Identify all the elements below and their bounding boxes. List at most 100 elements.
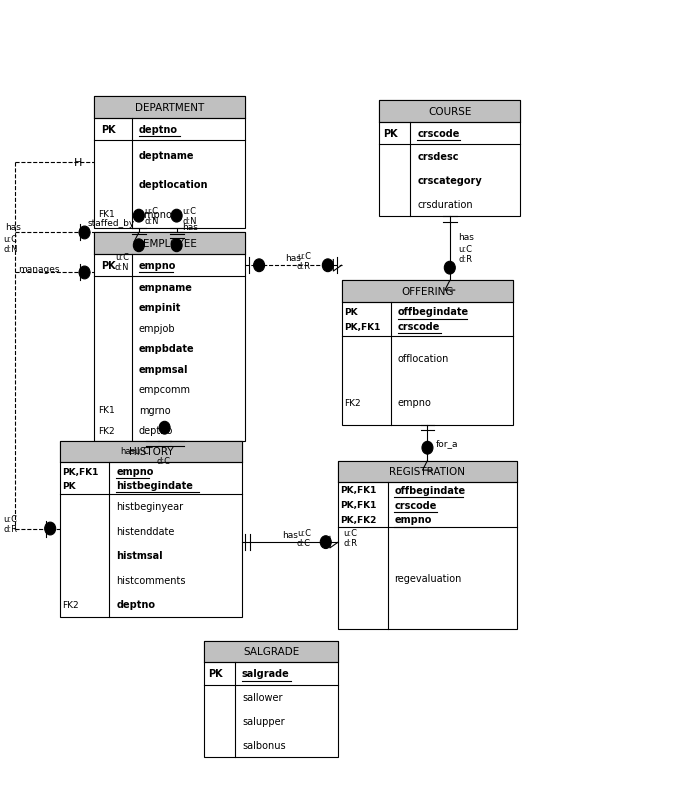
Text: OFFERING: OFFERING bbox=[401, 287, 454, 297]
Text: empno: empno bbox=[139, 209, 172, 220]
Text: histcomments: histcomments bbox=[116, 575, 186, 585]
Text: manages: manages bbox=[19, 265, 60, 273]
Text: histenddate: histenddate bbox=[116, 526, 175, 537]
Text: empno: empno bbox=[116, 467, 154, 476]
Text: crsduration: crsduration bbox=[417, 200, 473, 210]
Text: d:C: d:C bbox=[297, 538, 311, 547]
Text: PK,FK1: PK,FK1 bbox=[340, 486, 377, 495]
Text: PK,FK2: PK,FK2 bbox=[340, 515, 377, 525]
Text: salbonus: salbonus bbox=[242, 739, 286, 750]
Text: has: has bbox=[458, 233, 474, 241]
Text: u:C: u:C bbox=[344, 529, 357, 537]
Text: u:C: u:C bbox=[115, 253, 129, 261]
Text: crscode: crscode bbox=[395, 500, 437, 510]
Circle shape bbox=[159, 422, 170, 435]
Bar bbox=[204, 641, 338, 756]
Text: u:C: u:C bbox=[3, 515, 17, 524]
Text: empmsal: empmsal bbox=[139, 364, 188, 375]
Text: empname: empname bbox=[139, 282, 193, 293]
Text: staffed_by: staffed_by bbox=[88, 219, 135, 228]
Text: histbegindate: histbegindate bbox=[116, 480, 193, 491]
Text: crscode: crscode bbox=[398, 322, 440, 332]
Text: FK1: FK1 bbox=[98, 210, 115, 219]
Text: offbegindate: offbegindate bbox=[398, 307, 469, 317]
Text: salupper: salupper bbox=[242, 715, 284, 726]
Circle shape bbox=[45, 522, 56, 535]
Text: has: has bbox=[182, 223, 198, 232]
Bar bbox=[204, 641, 338, 662]
Text: crsdesc: crsdesc bbox=[417, 152, 459, 162]
Circle shape bbox=[171, 240, 182, 253]
Circle shape bbox=[320, 536, 331, 549]
Circle shape bbox=[254, 260, 264, 273]
Text: deptno: deptno bbox=[139, 426, 173, 435]
Text: deptno: deptno bbox=[116, 600, 155, 610]
Circle shape bbox=[133, 240, 144, 253]
Text: REGISTRATION: REGISTRATION bbox=[389, 467, 466, 476]
Text: deptname: deptname bbox=[139, 151, 195, 161]
Text: PK,FK1: PK,FK1 bbox=[344, 322, 381, 331]
Bar bbox=[380, 101, 520, 217]
Text: PK: PK bbox=[63, 481, 76, 490]
Circle shape bbox=[322, 260, 333, 273]
Text: d:R: d:R bbox=[344, 538, 357, 547]
Text: offlocation: offlocation bbox=[398, 354, 449, 363]
Text: hasu:C: hasu:C bbox=[120, 446, 149, 455]
Text: d:R: d:R bbox=[3, 525, 17, 533]
Text: d:R: d:R bbox=[297, 261, 311, 270]
Text: has: has bbox=[282, 530, 298, 539]
Text: H: H bbox=[73, 158, 82, 168]
Text: u:C: u:C bbox=[182, 207, 196, 216]
Text: PK: PK bbox=[344, 308, 358, 317]
Circle shape bbox=[422, 442, 433, 455]
Text: d:N: d:N bbox=[3, 245, 18, 253]
Text: COURSE: COURSE bbox=[428, 107, 471, 117]
Text: u:C: u:C bbox=[3, 235, 17, 244]
Text: PK: PK bbox=[384, 129, 398, 139]
Text: PK: PK bbox=[101, 261, 116, 271]
Text: d:N: d:N bbox=[182, 217, 197, 225]
Text: d:N: d:N bbox=[115, 262, 129, 271]
Text: FK1: FK1 bbox=[98, 406, 115, 415]
Text: u:C: u:C bbox=[144, 207, 158, 216]
Bar bbox=[338, 461, 517, 483]
Text: empno: empno bbox=[395, 515, 432, 525]
Text: has: has bbox=[286, 253, 302, 262]
Text: sallower: sallower bbox=[242, 691, 282, 702]
Text: SALGRADE: SALGRADE bbox=[243, 646, 299, 657]
Text: salgrade: salgrade bbox=[242, 669, 290, 678]
Bar bbox=[60, 441, 242, 617]
Text: u:C: u:C bbox=[297, 529, 311, 537]
Text: u:C: u:C bbox=[458, 245, 472, 253]
Text: histbeginyear: histbeginyear bbox=[116, 502, 184, 512]
Text: EMPLOYEE: EMPLOYEE bbox=[143, 239, 197, 249]
Text: crscategory: crscategory bbox=[417, 176, 482, 186]
Text: empinit: empinit bbox=[139, 303, 181, 313]
Bar bbox=[380, 101, 520, 123]
Text: PK: PK bbox=[101, 125, 116, 135]
Bar bbox=[342, 282, 513, 302]
Text: empjob: empjob bbox=[139, 323, 175, 334]
Text: deptlocation: deptlocation bbox=[139, 180, 208, 190]
Text: histmsal: histmsal bbox=[116, 551, 163, 561]
Circle shape bbox=[79, 227, 90, 240]
Text: PK,FK1: PK,FK1 bbox=[63, 467, 99, 476]
Text: empbdate: empbdate bbox=[139, 344, 195, 354]
Bar bbox=[94, 97, 246, 229]
Text: u:C: u:C bbox=[297, 252, 311, 261]
Text: empno: empno bbox=[398, 398, 432, 407]
Text: empcomm: empcomm bbox=[139, 385, 191, 395]
Text: FK2: FK2 bbox=[63, 600, 79, 609]
Circle shape bbox=[79, 267, 90, 280]
Bar bbox=[94, 233, 246, 255]
Text: PK: PK bbox=[208, 669, 223, 678]
Text: mgrno: mgrno bbox=[139, 405, 170, 415]
Text: FK2: FK2 bbox=[98, 426, 115, 435]
Bar bbox=[94, 97, 246, 119]
Text: PK,FK1: PK,FK1 bbox=[340, 500, 377, 509]
Bar bbox=[338, 461, 517, 629]
Circle shape bbox=[171, 210, 182, 223]
Text: offbegindate: offbegindate bbox=[395, 485, 466, 495]
Bar bbox=[342, 282, 513, 425]
Text: DEPARTMENT: DEPARTMENT bbox=[135, 103, 204, 113]
